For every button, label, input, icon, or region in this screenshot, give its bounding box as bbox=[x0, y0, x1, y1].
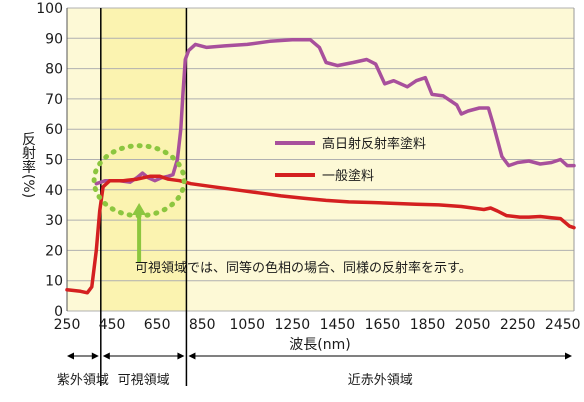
region-arrow-left bbox=[102, 352, 110, 360]
region-label: 紫外領域 bbox=[57, 372, 109, 388]
legend-label-general: 一般塗料 bbox=[322, 168, 374, 184]
region-arrow-left bbox=[67, 352, 74, 360]
tick-labels: 0 10 20 30 40 50 60 70 80 90 100 250 450 650 850 1050 12… bbox=[36, 1, 580, 333]
annotation-text: 可視領域では、同等の色相の場合、同様の反射率を示す。 bbox=[135, 260, 472, 276]
series-line-general bbox=[65, 174, 576, 295]
region-arrow-right bbox=[91, 352, 99, 360]
x-tick-label: 1650 bbox=[365, 317, 401, 333]
y-tick-label: 10 bbox=[45, 274, 63, 290]
x-tick-label: 250 bbox=[54, 317, 81, 333]
x-tick-label: 850 bbox=[189, 317, 216, 333]
y-tick-label: 30 bbox=[45, 213, 63, 229]
annotation-group: 可視領域では、同等の色相の場合、同様の反射率を示す。 bbox=[91, 143, 472, 276]
y-axis-title: 反射率(%) bbox=[20, 132, 36, 198]
x-tick-label: 2050 bbox=[455, 317, 491, 333]
y-tick-label: 0 bbox=[54, 304, 63, 320]
legend-label-high-reflect: 高日射反射率塗料 bbox=[322, 136, 426, 152]
region-label: 可視領域 bbox=[118, 372, 170, 388]
region-labels: 紫外領域 可視領域 近赤外領域 bbox=[57, 352, 572, 388]
series-lines bbox=[65, 38, 576, 295]
region-arrow-right bbox=[565, 352, 572, 360]
annotation-arrow-head bbox=[132, 202, 147, 215]
y-tick-label: 90 bbox=[45, 31, 63, 47]
x-tick-label: 2450 bbox=[545, 317, 581, 333]
x-tick-label: 650 bbox=[144, 317, 171, 333]
y-tick-label: 80 bbox=[45, 62, 63, 78]
legend: 高日射反射率塗料 一般塗料 bbox=[275, 136, 426, 184]
x-axis-title: 波長(nm) bbox=[289, 337, 350, 353]
region-label: 近赤外領域 bbox=[348, 372, 413, 388]
y-tick-label: 100 bbox=[36, 1, 63, 17]
y-tick-label: 50 bbox=[45, 153, 63, 169]
x-tick-label: 1850 bbox=[410, 317, 446, 333]
region-arrow-right bbox=[177, 352, 185, 360]
grid-lines bbox=[66, 7, 575, 312]
y-tick-label: 70 bbox=[45, 92, 63, 108]
x-tick-label: 1450 bbox=[320, 317, 356, 333]
region-arrow-left bbox=[188, 352, 196, 360]
x-tick-label: 2250 bbox=[500, 317, 536, 333]
y-tick-label: 40 bbox=[45, 183, 63, 199]
y-tick-label: 60 bbox=[45, 122, 63, 138]
x-tick-label: 450 bbox=[99, 317, 126, 333]
y-tick-label: 20 bbox=[45, 243, 63, 259]
x-tick-label: 1050 bbox=[229, 317, 265, 333]
x-tick-label: 1250 bbox=[275, 317, 311, 333]
